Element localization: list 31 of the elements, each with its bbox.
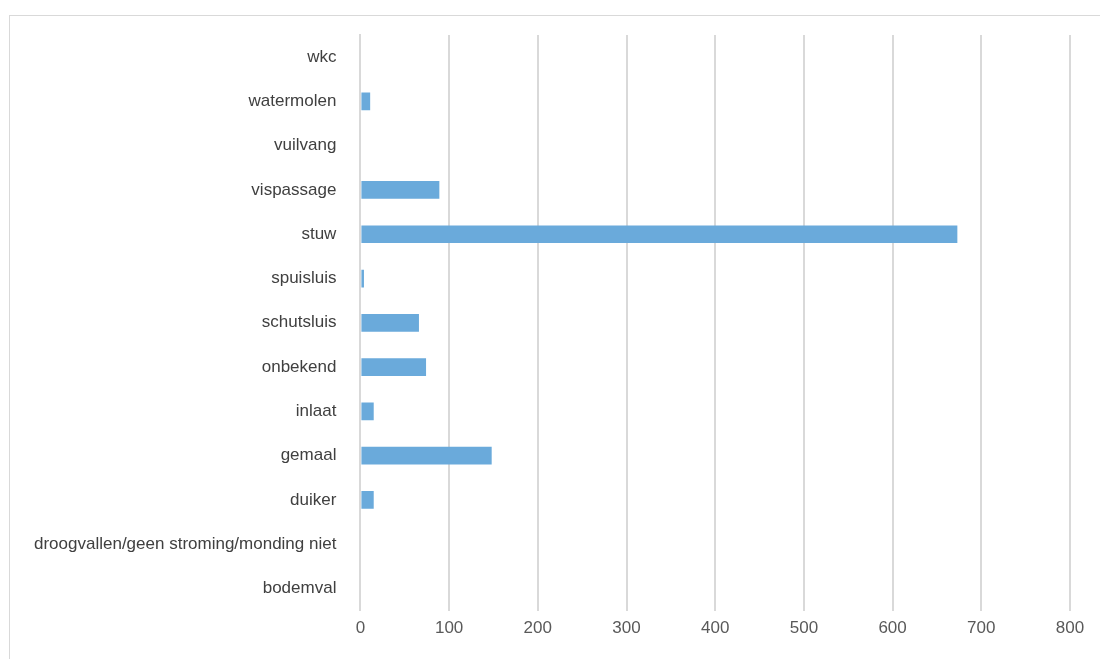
x-tick-label: 200 [523,618,552,638]
y-tick-label: bodemval [262,578,337,598]
x-tick-label: 800 [1055,618,1085,638]
x-tick-label: 600 [878,618,907,638]
y-tick-label: vispassage [251,179,337,199]
x-tick-label: 500 [789,618,819,638]
y-tick-label: schutsluis [261,312,337,332]
y-tick-label: gemaal [280,445,337,465]
bar [361,181,440,199]
bar [361,313,419,332]
x-tick-label: 100 [434,618,464,638]
y-tick-label: stuw [301,223,338,243]
x-tick-label: 300 [612,618,641,638]
y-tick-label: vuilvang [274,135,337,155]
y-tick-label: inlaat [295,401,337,421]
bar [361,269,364,288]
x-tick-label: 0 [355,618,366,638]
y-tick-label: watermolen [247,91,337,111]
y-tick-label: wkc [306,46,337,66]
bar [361,358,427,376]
x-tick-label: 400 [701,618,730,638]
y-tick-label: duiker [290,489,337,509]
bar [361,491,374,509]
bar [361,402,374,421]
bar [361,446,492,465]
y-tick-label: onbekend [261,356,337,376]
y-tick-label: spuisluis [271,268,337,288]
bar [361,225,958,244]
bar [361,92,371,111]
y-tick-label: droogvallen/geen stroming/monding niet [33,533,337,553]
x-tick-label: 700 [967,618,996,638]
